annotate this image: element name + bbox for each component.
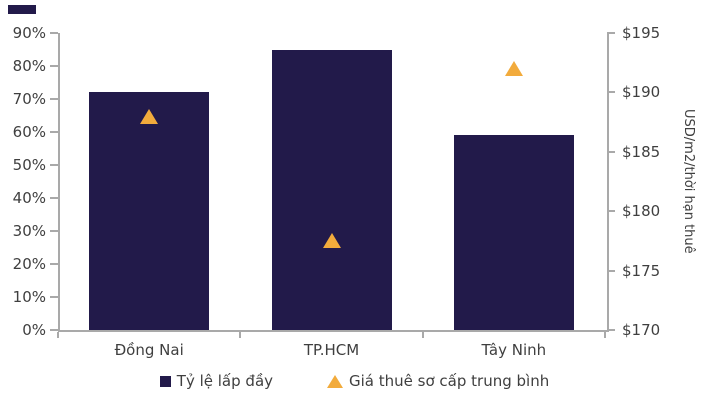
right-axis-title: USD/m2/thời hạn thuê: [681, 109, 696, 254]
y-axis-left-tick-mark: [50, 131, 58, 133]
y-axis-left-tick-label: 80%: [12, 57, 46, 75]
triangle-marker-Tây Ninh: [504, 61, 523, 77]
x-axis-tick-mark: [57, 332, 59, 338]
y-axis-right-tick-label: $185: [622, 142, 661, 161]
y-axis-left-tick-mark: [50, 230, 58, 232]
y-axis-right-tick-mark: [607, 32, 615, 34]
y-axis-right-tick-mark: [607, 150, 615, 153]
bar-Đồng Nai: [89, 92, 210, 330]
x-axis-category-label: Đồng Nai: [114, 341, 184, 359]
y-axis-right-tick-mark: [607, 210, 615, 213]
x-axis-tick-mark: [604, 332, 606, 338]
y-axis-right-tick-label: $180: [622, 202, 661, 221]
legend-label-rent: Giá thuê sơ cấp trung bình: [349, 372, 550, 390]
y-axis-right-tick-label: $195: [622, 24, 661, 42]
legend-item-rent: Giá thuê sơ cấp trung bình: [327, 372, 549, 390]
y-axis-left-tick-mark: [50, 263, 58, 265]
y-axis-right-tick-label: $170: [622, 321, 661, 339]
y-axis-left-tick-mark: [50, 98, 58, 100]
legend-label-occupancy: Tỷ lệ lấp đầy: [176, 372, 274, 390]
y-axis-right-tick-mark: [607, 269, 615, 272]
x-axis-category-label: Tây Ninh: [481, 341, 547, 359]
y-axis-left-tick-label: 30%: [12, 222, 46, 240]
legend: Tỷ lệ lấp đầy Giá thuê sơ cấp trung bình: [0, 372, 709, 390]
y-axis-left-tick-label: 0%: [22, 321, 46, 339]
triangle-marker-Đồng Nai: [140, 108, 159, 124]
y-axis-left-tick-label: 40%: [12, 189, 46, 207]
plot-area: [58, 33, 609, 332]
y-axis-left-tick-label: 10%: [12, 288, 46, 306]
bar-Tây Ninh: [453, 135, 574, 330]
y-axis-left-tick-label: 90%: [12, 24, 46, 42]
bar-series-swatch-icon: [159, 375, 171, 387]
y-axis-left-tick-label: 50%: [12, 156, 46, 174]
y-axis-left-tick-label: 20%: [12, 255, 46, 273]
y-axis-left-tick-mark: [50, 296, 58, 298]
x-axis-category-label: TP.HCM: [303, 341, 360, 359]
y-axis-right-tick-label: $175: [622, 261, 661, 280]
y-axis-left-tick-mark: [50, 164, 58, 166]
y-axis-left-tick-mark: [50, 32, 58, 34]
y-axis-right-tick-label: $190: [622, 83, 661, 102]
x-axis-tick-mark: [421, 332, 424, 338]
y-axis-left-tick-mark: [50, 329, 58, 331]
cropped-corner-artifact: [8, 5, 36, 14]
y-axis-left-tick-mark: [50, 197, 58, 199]
y-axis-left-tick-label: 70%: [12, 90, 46, 108]
triangle-marker-TP.HCM: [322, 233, 341, 249]
y-axis-right-tick-mark: [607, 329, 615, 331]
bar-TP.HCM: [271, 49, 392, 330]
legend-item-occupancy: Tỷ lệ lấp đầy: [159, 372, 274, 390]
y-axis-right-tick-mark: [607, 91, 615, 94]
triangle-series-swatch-icon: [327, 374, 344, 388]
y-axis-left-tick-label: 60%: [12, 123, 46, 141]
x-axis-tick-mark: [239, 332, 242, 338]
y-axis-left-tick-mark: [50, 65, 58, 67]
